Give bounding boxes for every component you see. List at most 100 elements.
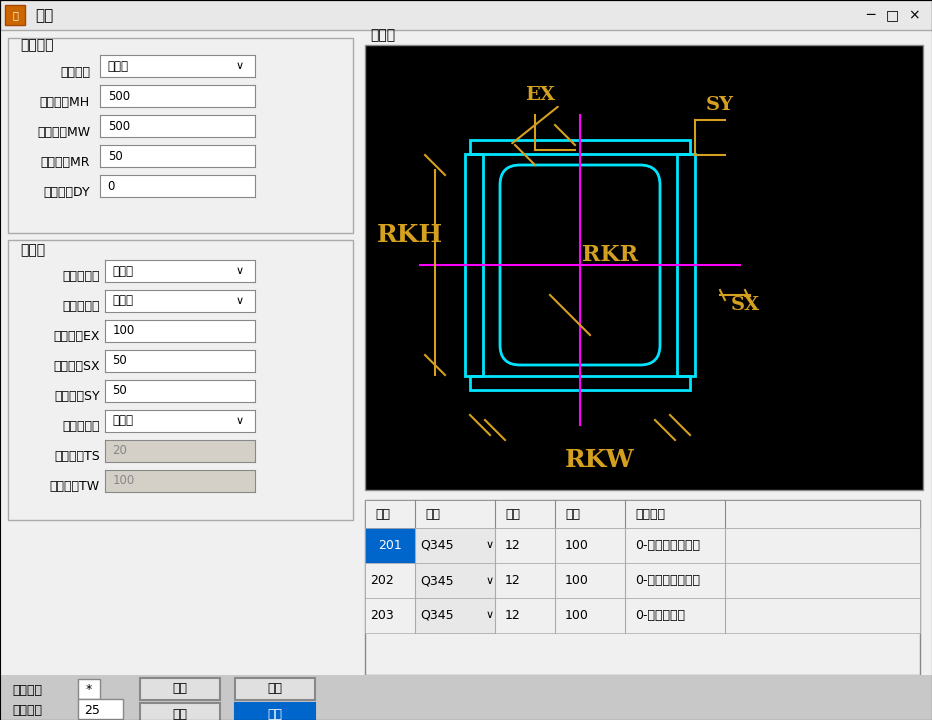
Text: 水平出: 水平出 — [113, 264, 133, 277]
Bar — [235, 703, 315, 720]
Text: 25: 25 — [84, 703, 100, 716]
Text: RKR: RKR — [582, 244, 638, 266]
Text: 打开: 打开 — [267, 708, 282, 720]
Text: RKW: RKW — [565, 448, 635, 472]
Bar — [415, 563, 495, 598]
Text: 确定: 确定 — [172, 683, 187, 696]
Text: 人孔边距SX: 人孔边距SX — [53, 361, 100, 374]
Text: 12: 12 — [505, 609, 521, 622]
Bar — [415, 598, 495, 633]
Text: 500: 500 — [108, 120, 130, 132]
Text: 0-人孔横向加劲肋: 0-人孔横向加劲肋 — [635, 574, 700, 587]
Text: ×: × — [908, 8, 920, 22]
Text: Q345: Q345 — [420, 609, 454, 622]
Text: 50: 50 — [108, 150, 122, 163]
Text: 两侧设: 两侧设 — [113, 294, 133, 307]
Text: 202: 202 — [370, 574, 393, 587]
Bar — [677, 154, 695, 376]
Bar — [365, 500, 920, 675]
Text: 0-圆形加劲肋: 0-圆形加劲肋 — [635, 609, 685, 622]
Text: 保存: 保存 — [172, 708, 187, 720]
Text: 人孔宽度MW: 人孔宽度MW — [37, 125, 90, 138]
Text: 加劲肋类型: 加劲肋类型 — [62, 271, 100, 284]
Text: 人孔偏移DY: 人孔偏移DY — [44, 186, 90, 199]
Text: 0: 0 — [108, 179, 116, 192]
Bar — [365, 598, 920, 633]
Text: 100: 100 — [565, 539, 589, 552]
Text: 贴边边距TS: 贴边边距TS — [54, 451, 100, 464]
Bar — [0, 675, 932, 720]
Text: 设置包边肋: 设置包边肋 — [62, 420, 100, 433]
Bar — [140, 703, 220, 720]
Text: 人孔形状: 人孔形状 — [20, 38, 53, 52]
Text: ∨: ∨ — [236, 266, 244, 276]
Bar — [8, 240, 353, 520]
Text: 人孔边距SY: 人孔边距SY — [54, 390, 100, 403]
Text: 绘图比例: 绘图比例 — [12, 703, 42, 716]
Text: 类别: 类别 — [425, 508, 440, 521]
Text: 500: 500 — [108, 89, 130, 102]
Text: EX: EX — [525, 86, 555, 104]
Text: 加劲肋位置: 加劲肋位置 — [62, 300, 100, 313]
Text: 加劲肋: 加劲肋 — [20, 243, 45, 257]
Text: 100: 100 — [113, 474, 135, 487]
Text: SX: SX — [731, 296, 760, 314]
Text: 201: 201 — [378, 539, 402, 552]
Bar — [365, 528, 415, 563]
Bar — [470, 140, 690, 154]
Text: Q345: Q345 — [420, 539, 454, 552]
Text: 12: 12 — [505, 574, 521, 587]
Text: 人孔半径MR: 人孔半径MR — [40, 156, 90, 168]
Bar — [0, 0, 932, 30]
Text: *: * — [86, 683, 92, 696]
Bar — [5, 5, 25, 25]
Text: 贴边宽度TW: 贴边宽度TW — [50, 480, 100, 493]
Text: 50: 50 — [113, 384, 128, 397]
Bar — [8, 38, 353, 233]
Text: 50: 50 — [113, 354, 128, 367]
Text: 取消: 取消 — [267, 683, 282, 696]
Text: ─: ─ — [866, 8, 874, 22]
Text: 203: 203 — [370, 609, 393, 622]
Text: 矩形人: 矩形人 — [108, 60, 129, 73]
Text: 板厚: 板厚 — [505, 508, 520, 521]
Bar — [470, 376, 690, 390]
Bar — [365, 563, 920, 598]
Text: 示意图: 示意图 — [370, 28, 395, 42]
Text: ∨: ∨ — [236, 416, 244, 426]
Text: RKH: RKH — [377, 223, 443, 247]
Text: ∨: ∨ — [486, 611, 494, 621]
Text: Q345: Q345 — [420, 574, 454, 587]
Text: ∨: ∨ — [486, 541, 494, 551]
Text: SY: SY — [706, 96, 734, 114]
Bar — [140, 678, 220, 700]
Text: 人: 人 — [12, 10, 18, 20]
Text: 12: 12 — [505, 539, 521, 552]
Bar — [365, 528, 920, 563]
Bar — [365, 45, 923, 490]
Text: 20: 20 — [113, 444, 128, 457]
Text: 人孔高度MH: 人孔高度MH — [40, 96, 90, 109]
Text: ∨: ∨ — [236, 61, 243, 71]
Text: 人孔: 人孔 — [35, 9, 53, 24]
Bar — [78, 679, 100, 699]
Bar — [415, 528, 495, 563]
Text: ∨: ∨ — [486, 575, 494, 585]
Text: 延伸距离EX: 延伸距离EX — [53, 330, 100, 343]
Text: 100: 100 — [565, 574, 589, 587]
Text: 0-人孔竖向加劲肋: 0-人孔竖向加劲肋 — [635, 539, 700, 552]
Text: 板宽: 板宽 — [565, 508, 580, 521]
Text: 钢筋说明: 钢筋说明 — [635, 508, 665, 521]
Text: 绘制人孔: 绘制人孔 — [12, 683, 42, 696]
Text: 不设包: 不设包 — [113, 415, 133, 428]
Bar — [235, 678, 315, 700]
Bar — [365, 500, 920, 528]
Text: □: □ — [885, 8, 898, 22]
Bar — [78, 699, 123, 719]
Text: 人孔类型: 人孔类型 — [60, 66, 90, 78]
Text: 100: 100 — [565, 609, 589, 622]
Text: 编号: 编号 — [375, 508, 390, 521]
Text: ∨: ∨ — [236, 296, 244, 306]
Text: 100: 100 — [113, 325, 135, 338]
Bar — [465, 154, 483, 376]
